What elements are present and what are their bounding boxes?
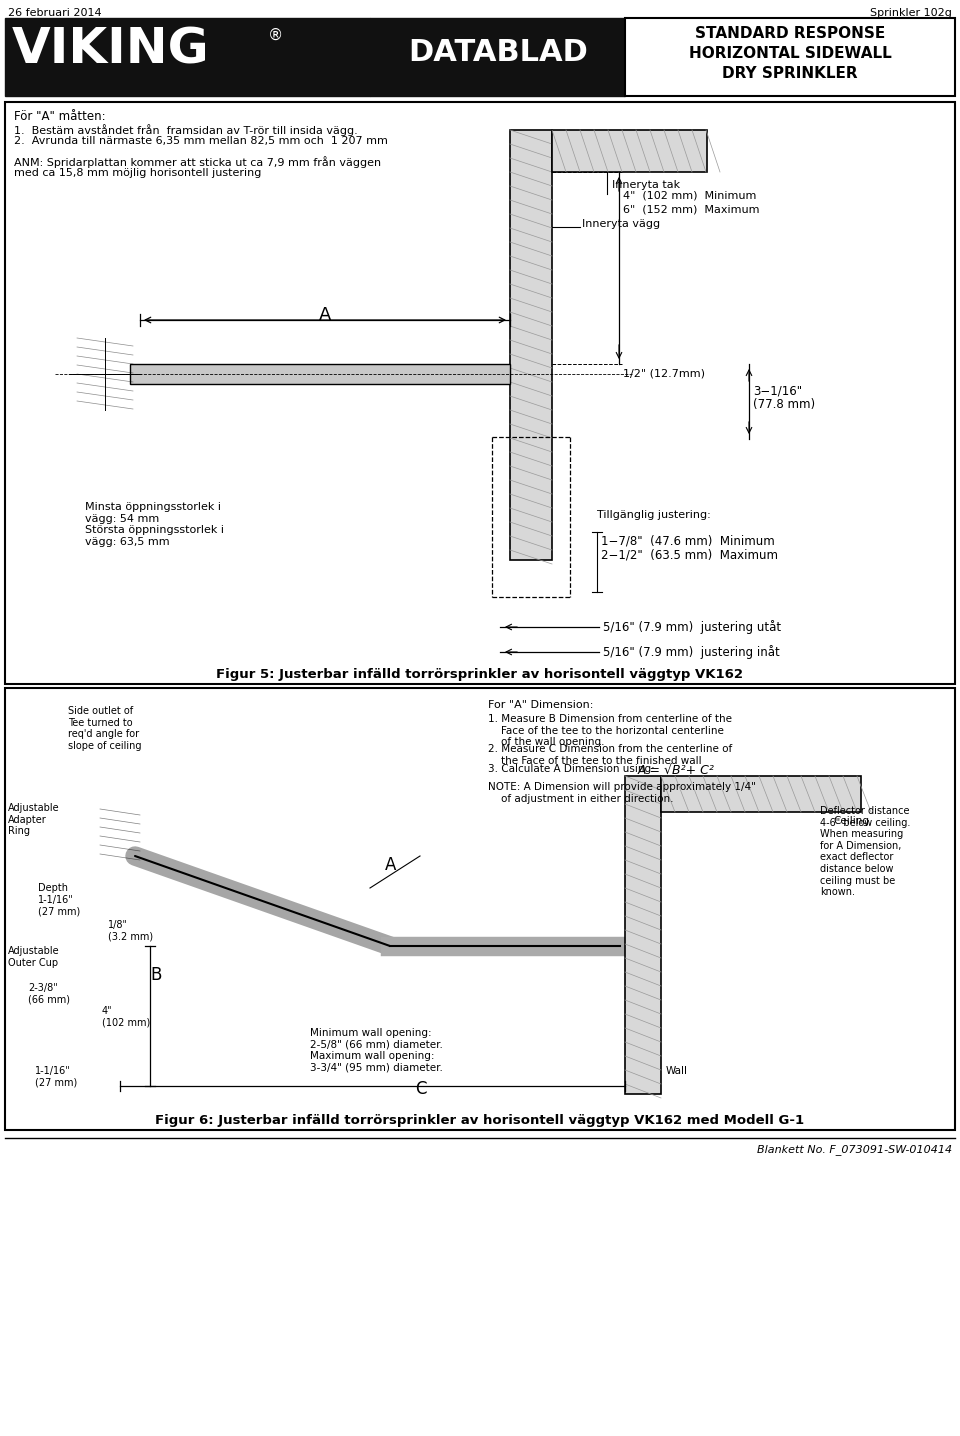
Text: 1.  Bestäm avståndet från  framsidan av T-rör till insida vägg.: 1. Bestäm avståndet från framsidan av T-… xyxy=(14,123,358,136)
Text: 4"
(102 mm): 4" (102 mm) xyxy=(102,1007,151,1028)
Text: 1-1/16"
(27 mm): 1-1/16" (27 mm) xyxy=(35,1066,77,1087)
Text: 2−1/2"  (63.5 mm)  Maximum: 2−1/2" (63.5 mm) Maximum xyxy=(601,549,778,561)
Text: Side outlet of
Tee turned to
req'd angle for
slope of ceiling: Side outlet of Tee turned to req'd angle… xyxy=(68,707,141,751)
Bar xyxy=(625,19,955,96)
Text: 4"  (102 mm)  Minimum: 4" (102 mm) Minimum xyxy=(623,190,756,200)
Bar xyxy=(552,131,707,172)
Text: 5/16" (7.9 mm)  justering inåt: 5/16" (7.9 mm) justering inåt xyxy=(603,645,780,659)
Text: För "A" måtten:: För "A" måtten: xyxy=(14,111,106,123)
Text: 1/8"
(3.2 mm): 1/8" (3.2 mm) xyxy=(108,920,154,942)
Text: Figur 6: Justerbar infälld torrörsprinkler av horisontell väggtyp VK162 med Mode: Figur 6: Justerbar infälld torrörsprinkl… xyxy=(156,1114,804,1127)
Text: ANM: Spridarplattan kommer att sticka ut ca 7,9 mm från väggen: ANM: Spridarplattan kommer att sticka ut… xyxy=(14,157,381,168)
Bar xyxy=(661,775,861,811)
Text: 26 februari 2014: 26 februari 2014 xyxy=(8,9,102,19)
Text: VIKING: VIKING xyxy=(12,26,209,75)
Text: Figur 5: Justerbar infälld torrörsprinkler av horisontell väggtyp VK162: Figur 5: Justerbar infälld torrörsprinkl… xyxy=(217,668,743,681)
Text: 1/2" (12.7mm): 1/2" (12.7mm) xyxy=(623,368,705,378)
Text: med ca 15,8 mm möjlig horisontell justering: med ca 15,8 mm möjlig horisontell juster… xyxy=(14,168,261,178)
Text: Minimum wall opening:
2-5/8" (66 mm) diameter.
Maximum wall opening:
3-3/4" (95 : Minimum wall opening: 2-5/8" (66 mm) dia… xyxy=(310,1028,443,1073)
Text: For "A" Dimension:: For "A" Dimension: xyxy=(488,699,593,709)
Text: 3−1/16": 3−1/16" xyxy=(753,383,803,396)
Text: Inneryta tak: Inneryta tak xyxy=(612,180,680,190)
Text: 2. Measure C Dimension from the centerline of
    the Face of the tee to the fin: 2. Measure C Dimension from the centerli… xyxy=(488,744,732,765)
Text: Depth
1-1/16"
(27 mm): Depth 1-1/16" (27 mm) xyxy=(38,883,81,916)
Text: 6"  (152 mm)  Maximum: 6" (152 mm) Maximum xyxy=(623,204,759,214)
Bar xyxy=(5,688,955,1130)
Text: A: A xyxy=(385,856,396,875)
Bar xyxy=(625,775,661,1094)
Text: B: B xyxy=(150,966,161,984)
Text: (77.8 mm): (77.8 mm) xyxy=(753,398,815,411)
Text: HORIZONTAL SIDEWALL: HORIZONTAL SIDEWALL xyxy=(688,46,892,60)
Text: Minsta öppningsstorlek i
vägg: 54 mm
Största öppningsstorlek i
vägg: 63,5 mm: Minsta öppningsstorlek i vägg: 54 mm Stö… xyxy=(85,503,224,547)
Bar xyxy=(510,131,552,560)
Text: 5/16" (7.9 mm)  justering utåt: 5/16" (7.9 mm) justering utåt xyxy=(603,620,781,633)
Text: DATABLAD: DATABLAD xyxy=(408,37,588,67)
Text: NOTE: A Dimension will provide approximately 1/4"
    of adjustment in either di: NOTE: A Dimension will provide approxima… xyxy=(488,783,756,804)
Text: STANDARD RESPONSE: STANDARD RESPONSE xyxy=(695,26,885,42)
Text: DRY SPRINKLER: DRY SPRINKLER xyxy=(722,66,858,80)
Text: Wall: Wall xyxy=(666,1066,688,1076)
Text: A = √B²+ C²: A = √B²+ C² xyxy=(638,764,715,777)
Text: 1−7/8"  (47.6 mm)  Minimum: 1−7/8" (47.6 mm) Minimum xyxy=(601,534,775,547)
Text: Ceiling: Ceiling xyxy=(833,816,869,826)
Bar xyxy=(130,363,510,383)
Text: 2.  Avrunda till närmaste 6,35 mm mellan 82,5 mm och  1 207 mm: 2. Avrunda till närmaste 6,35 mm mellan … xyxy=(14,136,388,146)
Text: 3. Calculate A Dimension using:: 3. Calculate A Dimension using: xyxy=(488,764,655,774)
Text: ®: ® xyxy=(268,27,283,43)
Text: 1. Measure B Dimension from centerline of the
    Face of the tee to the horizon: 1. Measure B Dimension from centerline o… xyxy=(488,714,732,747)
Text: A: A xyxy=(319,306,331,325)
Text: Sprinkler 102g: Sprinkler 102g xyxy=(870,9,952,19)
Text: C: C xyxy=(415,1080,426,1099)
Text: Adjustable
Outer Cup: Adjustable Outer Cup xyxy=(8,946,60,968)
Text: 2-3/8"
(66 mm): 2-3/8" (66 mm) xyxy=(28,984,70,1005)
Bar xyxy=(5,19,370,96)
Bar xyxy=(5,102,955,684)
Text: Deflector distance
4-6" below ceiling.
When measuring
for A Dimension,
exact def: Deflector distance 4-6" below ceiling. W… xyxy=(820,806,910,898)
Text: Inneryta vägg: Inneryta vägg xyxy=(582,220,660,228)
Bar xyxy=(370,19,625,96)
Text: Adjustable
Adapter
Ring: Adjustable Adapter Ring xyxy=(8,803,60,836)
Text: Blankett No. F_073091-SW-010414: Blankett No. F_073091-SW-010414 xyxy=(756,1144,952,1155)
Text: Tillgänglig justering:: Tillgänglig justering: xyxy=(597,510,710,520)
